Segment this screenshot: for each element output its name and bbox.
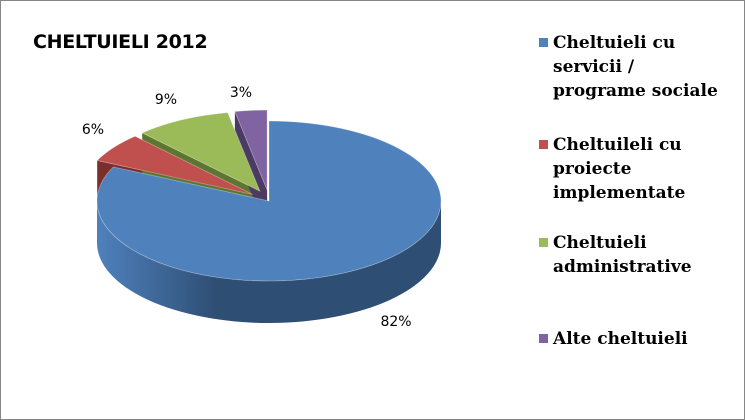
data-label-4: 3%	[230, 85, 252, 101]
legend-swatch	[539, 238, 548, 247]
pie-slice-1	[96, 120, 442, 282]
pie-slice-2	[96, 135, 253, 195]
data-label-1: 82%	[380, 314, 411, 330]
legend-swatch	[539, 38, 548, 47]
pie-tops	[96, 109, 442, 282]
pie-slice-4	[234, 109, 268, 191]
chart-title: CHELTUIELI 2012	[33, 31, 208, 53]
legend-label: Cheltuieli administrative	[553, 233, 692, 277]
legend-label: Cheltuieli cu servicii / programe sociale	[553, 33, 718, 101]
legend-label: Alte cheltuieli	[553, 329, 688, 349]
legend-swatch	[539, 140, 548, 149]
legend-label: Cheltuileli cu proiecte implementate	[553, 135, 686, 203]
data-label-3: 9%	[155, 92, 177, 108]
data-label-2: 6%	[82, 122, 104, 138]
pie-slice-side-1	[97, 201, 441, 323]
pie-slice-3	[141, 112, 261, 193]
legend-swatch	[539, 334, 548, 343]
